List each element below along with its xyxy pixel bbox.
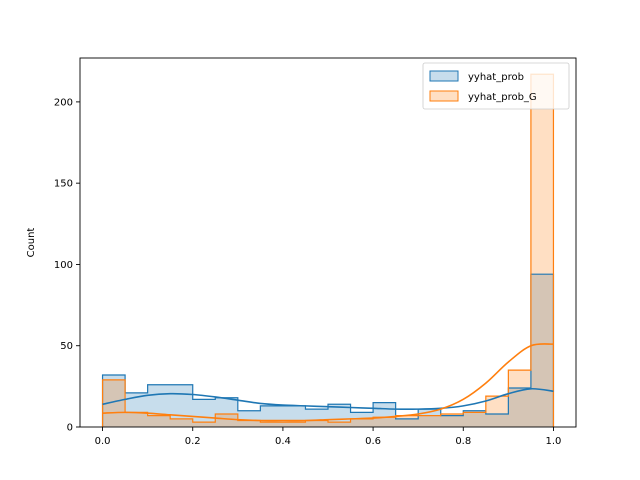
y-tick-label: 50 — [60, 341, 73, 352]
histogram-fill-yyhat_prob_G — [102, 74, 554, 428]
plot-area — [101, 73, 555, 428]
legend-box — [422, 62, 570, 110]
legend-label-yyhat_prob: yyhat_prob — [468, 72, 524, 83]
x-tick-label: 0.4 — [275, 436, 291, 447]
legend: yyhat_prob yyhat_prob_G — [422, 62, 570, 110]
y-tick-label: 0 — [67, 423, 73, 434]
kde-curve-yyhat_prob_G — [102, 343, 554, 422]
kde-curve-yyhat_prob — [102, 387, 554, 411]
legend-swatch-yyhat_prob_G — [429, 90, 459, 102]
x-tick-label: 0.8 — [455, 436, 471, 447]
histogram-step-yyhat_prob_G — [101, 73, 555, 427]
x-tick-label: 0.2 — [185, 436, 201, 447]
legend-label-yyhat_prob_G: yyhat_prob_G — [468, 92, 537, 103]
y-tick-label: 100 — [54, 260, 73, 271]
x-tick-label: 1.0 — [546, 436, 562, 447]
y-tick-label: 200 — [54, 97, 73, 108]
x-tick-label: 0.0 — [95, 436, 111, 447]
y-axis-label: Count — [26, 228, 37, 258]
legend-swatch-yyhat_prob — [429, 70, 459, 82]
histogram-fill-yyhat_prob — [102, 274, 554, 427]
x-tick-label: 0.6 — [365, 436, 381, 447]
axes-frame — [79, 57, 577, 428]
axes: 0.0 0.2 0.4 0.6 0.8 1.0 0 50 100 150 200 Count — [26, 57, 577, 447]
y-tick-label: 150 — [54, 179, 73, 190]
